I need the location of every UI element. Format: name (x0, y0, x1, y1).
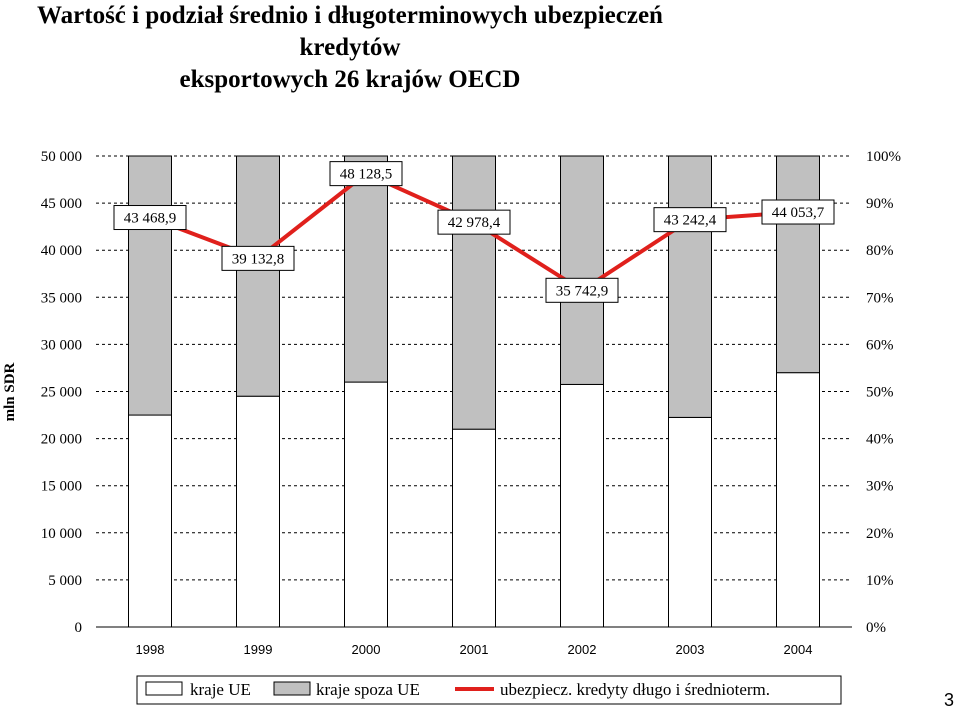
y2-tick-label: 80% (866, 243, 894, 259)
y2-tick-label: 70% (866, 290, 894, 306)
chart-title-line-2: eksportowych 26 krajów OECD (179, 66, 521, 93)
y-tick-label: 10 000 (41, 526, 82, 542)
data-label-box (761, 199, 835, 225)
chart-title: Wartość i podział średnio i długotermino… (0, 0, 700, 96)
y-tick-label: 20 000 (41, 432, 82, 448)
data-label: 39 132,8 (232, 251, 285, 267)
y2-tick-label: 40% (866, 432, 894, 448)
x-tick-label: 2003 (676, 642, 705, 657)
data-label: 43 468,9 (124, 211, 177, 227)
bar-kraje-ue (668, 416, 712, 628)
bar-kraje-ue (452, 428, 496, 628)
y-tick-label: 30 000 (41, 337, 82, 353)
x-tick-label: 1999 (244, 642, 273, 657)
data-label: 35 742,9 (556, 283, 609, 299)
bar-kraje-spoza-ue (452, 155, 496, 430)
bar-kraje-ue (344, 381, 388, 628)
bar-kraje-spoza-ue (236, 155, 280, 397)
data-label-box (329, 161, 403, 187)
chart-title-line-1: Wartość i podział średnio i długotermino… (37, 2, 663, 61)
y-tick-label: 0 (75, 620, 83, 636)
x-tick-label: 1998 (136, 642, 165, 657)
y-axis-label: mln SDR (2, 362, 18, 421)
y2-tick-label: 100% (866, 149, 901, 165)
bar-kraje-spoza-ue (128, 155, 172, 416)
y-tick-label: 5 000 (48, 573, 82, 589)
data-label-box (221, 245, 295, 271)
bar-kraje-spoza-ue (344, 155, 388, 383)
x-tick-label: 2002 (568, 642, 597, 657)
y2-tick-label: 10% (866, 573, 894, 589)
y2-tick-label: 50% (866, 385, 894, 401)
bar-kraje-spoza-ue (560, 155, 604, 385)
y-tick-label: 15 000 (41, 479, 82, 495)
x-tick-label: 2004 (784, 642, 813, 657)
y2-tick-label: 0% (866, 620, 886, 636)
y2-tick-label: 90% (866, 196, 894, 212)
data-label-box (113, 205, 187, 231)
bar-kraje-spoza-ue (668, 155, 712, 418)
data-label: 42 978,4 (448, 215, 501, 231)
y2-tick-label: 30% (866, 479, 894, 495)
page-number: 3 (944, 690, 955, 710)
bar-kraje-spoza-ue (776, 155, 820, 374)
data-label-box (545, 277, 619, 303)
bar-kraje-ue (560, 383, 604, 628)
y-tick-label: 40 000 (41, 243, 82, 259)
x-tick-label: 2001 (460, 642, 489, 657)
y2-tick-label: 60% (866, 337, 894, 353)
legend-swatch-kraje-ue (145, 681, 183, 696)
y-tick-label: 50 000 (41, 149, 82, 165)
data-label-box (653, 207, 727, 233)
data-label: 44 053,7 (772, 205, 825, 221)
data-label: 48 128,5 (340, 167, 393, 183)
data-label-box (437, 209, 511, 235)
legend-swatch-kraje-spoza-ue (273, 681, 311, 696)
bar-kraje-ue (236, 395, 280, 628)
bar-kraje-ue (128, 414, 172, 628)
legend-label-kraje-ue: kraje UE (190, 680, 251, 699)
y-tick-label: 25 000 (41, 385, 82, 401)
bar-kraje-ue (776, 372, 820, 628)
y-tick-label: 35 000 (41, 290, 82, 306)
data-label: 43 242,4 (664, 213, 717, 229)
y-tick-label: 45 000 (41, 196, 82, 212)
legend-label-ubezpieczenia: ubezpiecz. kredyty długo i średnioterm. (500, 680, 770, 699)
x-tick-label: 2000 (352, 642, 381, 657)
y2-tick-label: 20% (866, 526, 894, 542)
legend-label-kraje-spoza-ue: kraje spoza UE (316, 680, 420, 699)
